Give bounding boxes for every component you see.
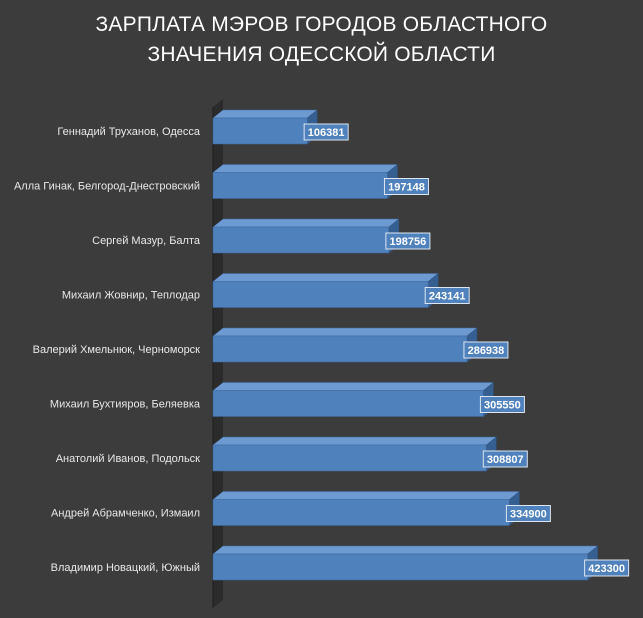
data-label: 334900: [510, 509, 547, 521]
bar: [212, 553, 588, 581]
category-label: Владимир Новацкий, Южный: [51, 562, 200, 574]
bar-top: [212, 164, 399, 173]
bar-top: [212, 491, 521, 500]
category-label: Алла Гинак, Белгород-Днестровский: [14, 181, 200, 193]
bar: [212, 117, 308, 145]
bar: [212, 226, 390, 254]
bar: [212, 281, 429, 308]
chart-title-line-1: ЗАРПЛАТА МЭРОВ ГОРОДОВ ОБЛАСТНОГО: [95, 13, 548, 36]
data-label: 308807: [487, 454, 524, 466]
bar-top: [212, 109, 318, 119]
data-label-box: [383, 178, 429, 195]
data-label-box: [482, 450, 528, 468]
bar-top: [212, 545, 599, 555]
data-label: 243141: [429, 291, 466, 303]
bar: [212, 499, 510, 526]
category-label: Михаил Жовнир, Теплодар: [62, 290, 200, 302]
bar: [212, 335, 468, 363]
category-label: Анатолий Иванов, Подольск: [56, 453, 200, 465]
data-label: 286938: [468, 345, 505, 357]
data-label-box: [584, 559, 630, 577]
data-label: 106381: [308, 127, 345, 139]
data-label: 423300: [588, 563, 625, 575]
data-label-box: [424, 287, 470, 304]
bar-top: [212, 436, 498, 446]
category-label: Андрей Абрамченко, Измаил: [51, 508, 200, 520]
data-label-box: [463, 341, 509, 359]
data-label-box: [385, 232, 431, 250]
bar-top: [212, 382, 495, 391]
bar: [212, 390, 484, 417]
bar-top: [212, 327, 478, 337]
chart-title: ЗАРПЛАТА МЭРОВ ГОРОДОВ ОБЛАСТНОГО ЗНАЧЕН…: [0, 10, 643, 70]
data-label: 305550: [484, 400, 521, 412]
data-label-box: [505, 505, 551, 522]
bar-top: [212, 273, 439, 282]
data-label: 197148: [388, 182, 425, 194]
data-label: 198756: [390, 236, 427, 248]
bar: [212, 172, 388, 199]
category-label: Геннадий Труханов, Одесса: [57, 126, 200, 138]
category-label: Михаил Бухтияров, Беляевка: [50, 399, 201, 411]
data-label-box: [303, 123, 349, 141]
bar-top: [212, 218, 400, 228]
data-label-box: [479, 396, 525, 413]
category-label: Сергей Мазур, Балта: [92, 235, 201, 247]
chart-title-line-2: ЗНАЧЕНИЯ ОДЕССКОЙ ОБЛАСТИ: [147, 43, 496, 66]
category-label: Валерий Хмельнюк, Черноморск: [33, 344, 201, 356]
bar: [212, 444, 487, 472]
